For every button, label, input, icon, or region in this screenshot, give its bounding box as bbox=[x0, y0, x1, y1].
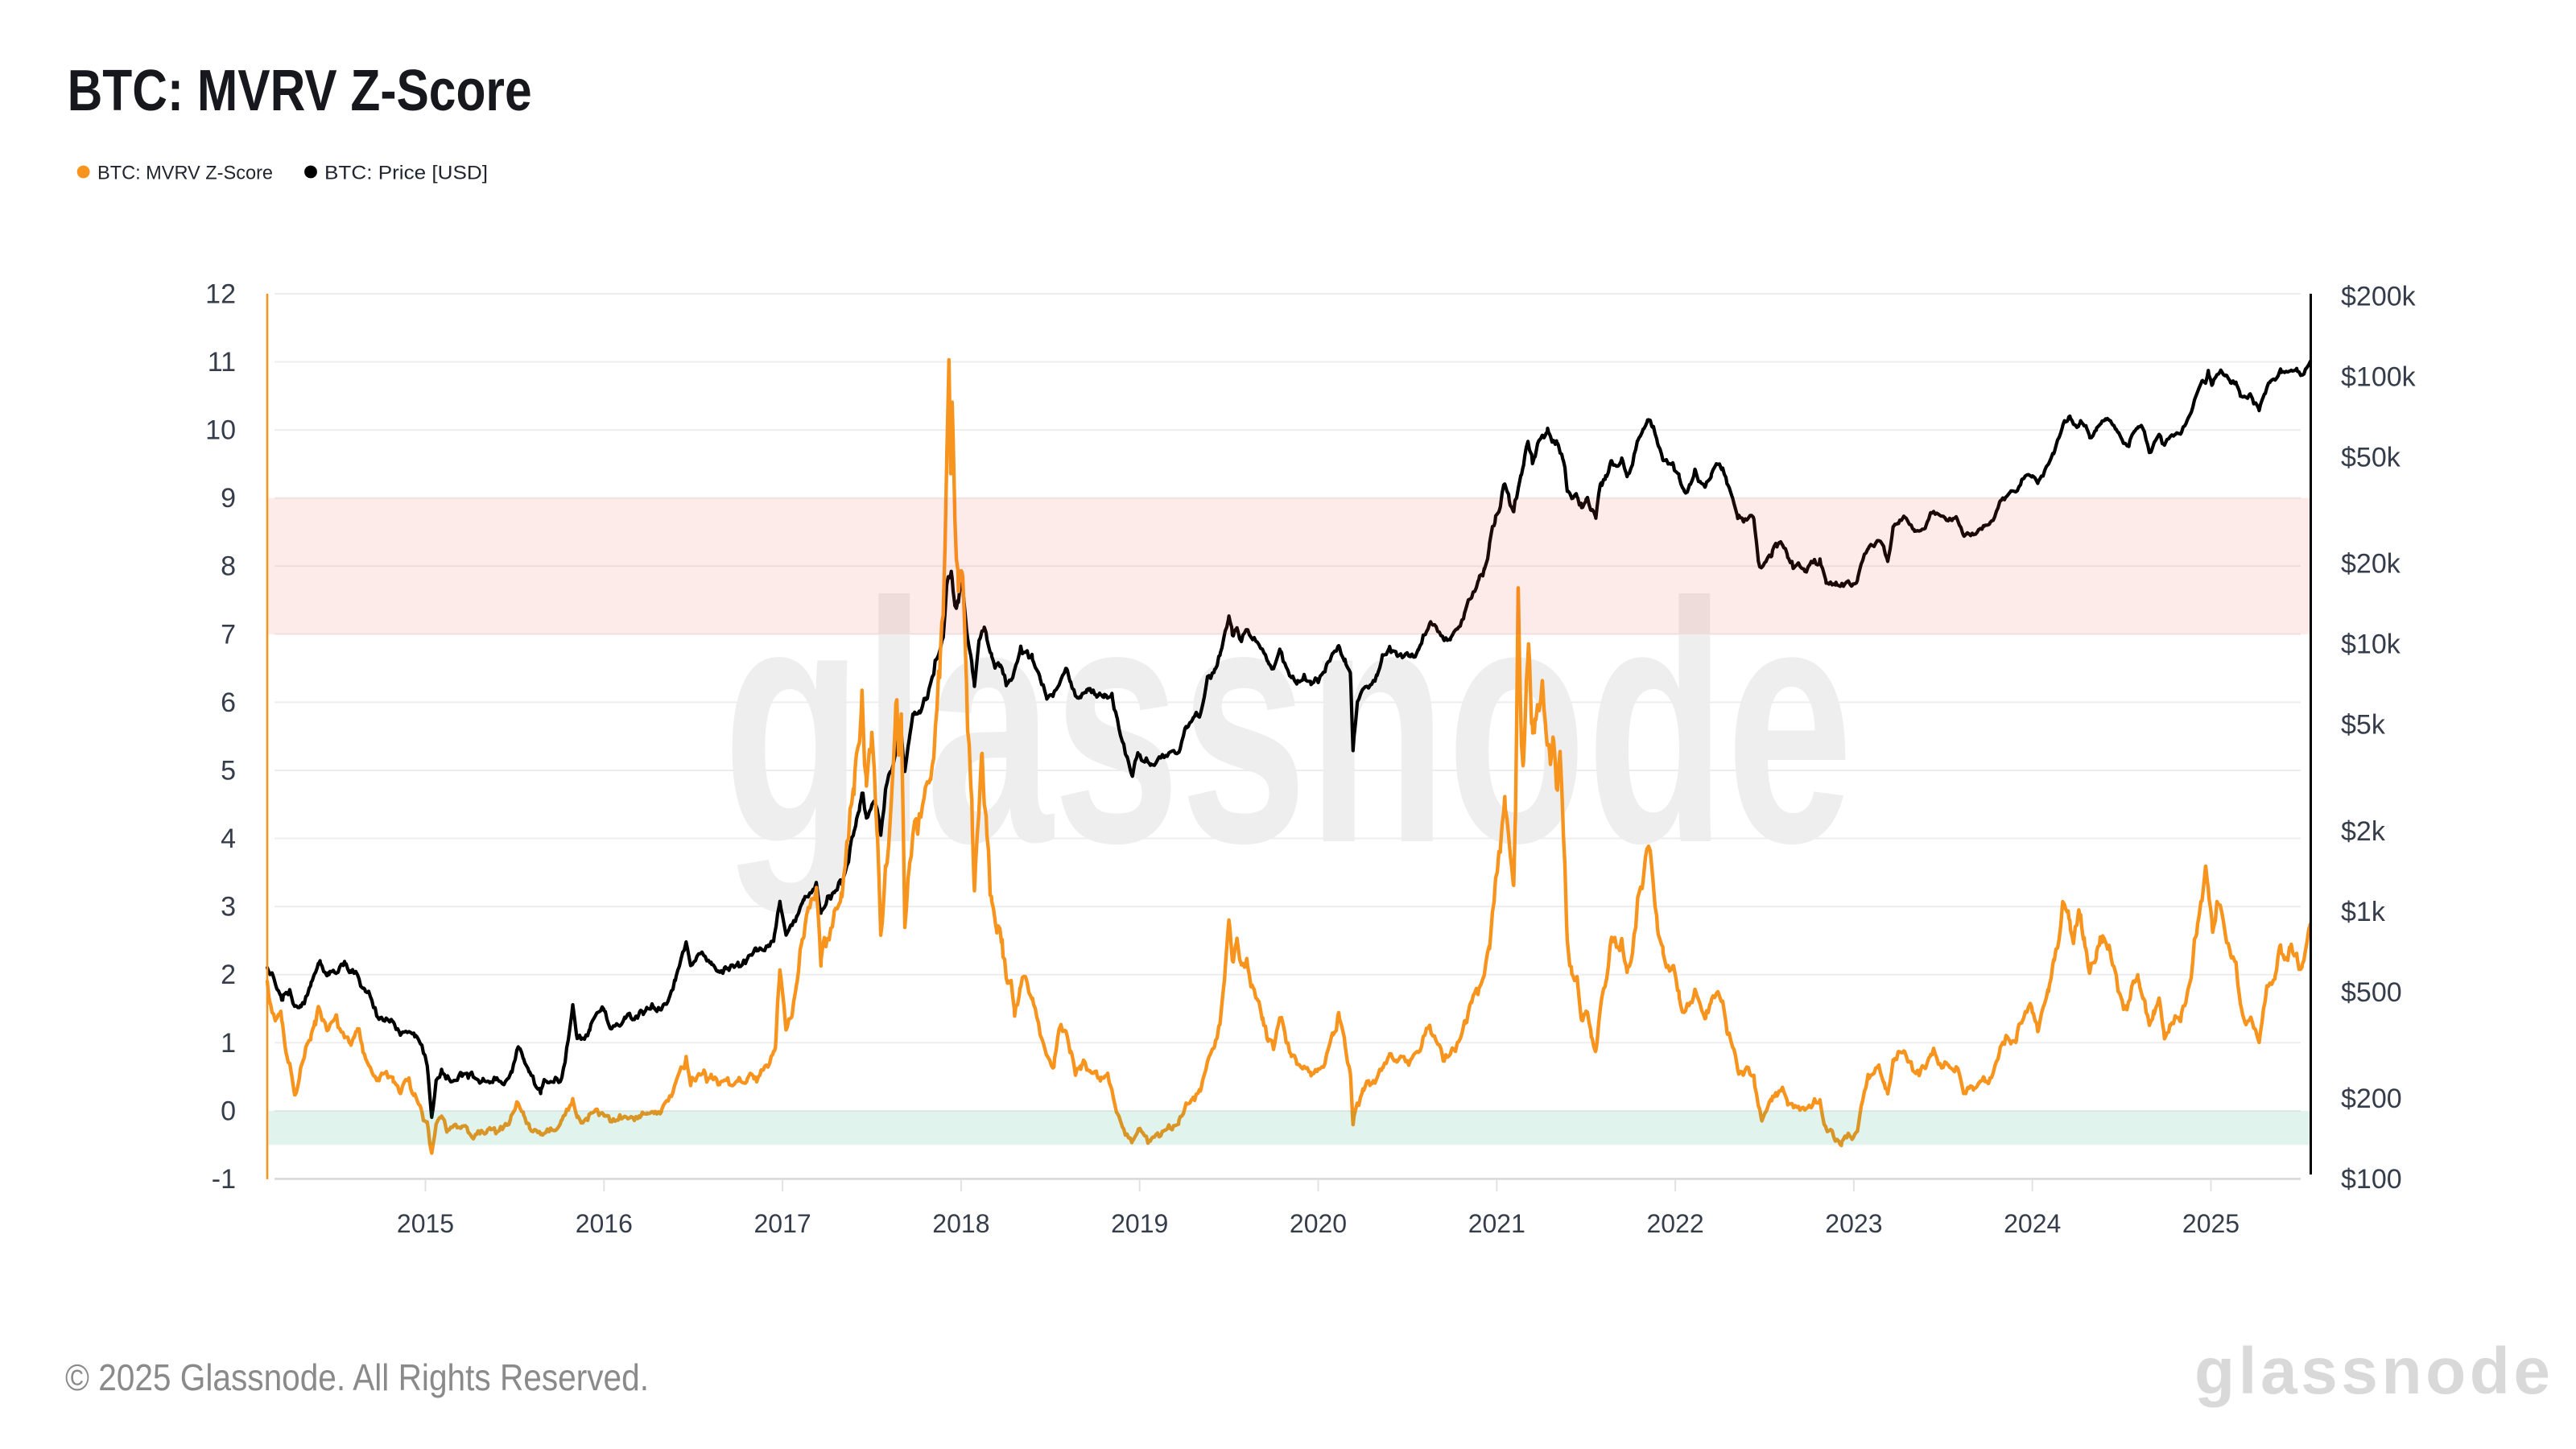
svg-text:10: 10 bbox=[205, 415, 236, 446]
svg-text:0: 0 bbox=[221, 1096, 236, 1126]
svg-text:1: 1 bbox=[221, 1028, 236, 1059]
svg-text:2018: 2018 bbox=[932, 1209, 989, 1238]
svg-text:5: 5 bbox=[221, 756, 236, 786]
svg-text:2022: 2022 bbox=[1647, 1209, 1704, 1238]
svg-text:$1k: $1k bbox=[2341, 897, 2386, 927]
svg-text:$10k: $10k bbox=[2341, 630, 2401, 660]
svg-text:$50k: $50k bbox=[2341, 443, 2401, 473]
svg-text:3: 3 bbox=[221, 892, 236, 923]
svg-text:$500: $500 bbox=[2341, 977, 2402, 1008]
svg-text:BTC: Price [USD]: BTC: Price [USD] bbox=[324, 162, 488, 184]
svg-text:2023: 2023 bbox=[1825, 1209, 1882, 1238]
svg-text:glassnode: glassnode bbox=[2194, 1335, 2550, 1408]
svg-text:$2k: $2k bbox=[2341, 816, 2386, 847]
svg-text:2015: 2015 bbox=[397, 1209, 454, 1238]
svg-text:4: 4 bbox=[221, 824, 236, 854]
svg-text:2024: 2024 bbox=[2004, 1209, 2061, 1238]
svg-text:2016: 2016 bbox=[576, 1209, 633, 1238]
svg-text:$100k: $100k bbox=[2341, 362, 2417, 393]
svg-text:$100: $100 bbox=[2341, 1164, 2402, 1195]
svg-text:-1: -1 bbox=[212, 1164, 236, 1195]
svg-text:2: 2 bbox=[221, 960, 236, 990]
svg-text:$5k: $5k bbox=[2341, 710, 2386, 741]
svg-text:2021: 2021 bbox=[1468, 1209, 1525, 1238]
svg-text:$20k: $20k bbox=[2341, 549, 2401, 580]
svg-text:6: 6 bbox=[221, 687, 236, 718]
svg-text:2020: 2020 bbox=[1290, 1209, 1347, 1238]
svg-text:BTC: MVRV Z-Score: BTC: MVRV Z-Score bbox=[97, 162, 273, 184]
svg-text:2019: 2019 bbox=[1111, 1209, 1168, 1238]
svg-text:7: 7 bbox=[221, 619, 236, 650]
svg-text:$200: $200 bbox=[2341, 1084, 2402, 1114]
svg-text:2025: 2025 bbox=[2182, 1209, 2240, 1238]
svg-text:11: 11 bbox=[208, 347, 236, 378]
svg-text:BTC: MVRV Z-Score: BTC: MVRV Z-Score bbox=[68, 59, 532, 123]
svg-text:12: 12 bbox=[205, 279, 236, 309]
svg-text:8: 8 bbox=[221, 551, 236, 582]
svg-text:9: 9 bbox=[221, 483, 236, 514]
svg-text:$200k: $200k bbox=[2341, 282, 2417, 312]
svg-text:2017: 2017 bbox=[754, 1209, 811, 1238]
svg-text:© 2025 Glassnode. All Rights R: © 2025 Glassnode. All Rights Reserved. bbox=[65, 1356, 649, 1398]
